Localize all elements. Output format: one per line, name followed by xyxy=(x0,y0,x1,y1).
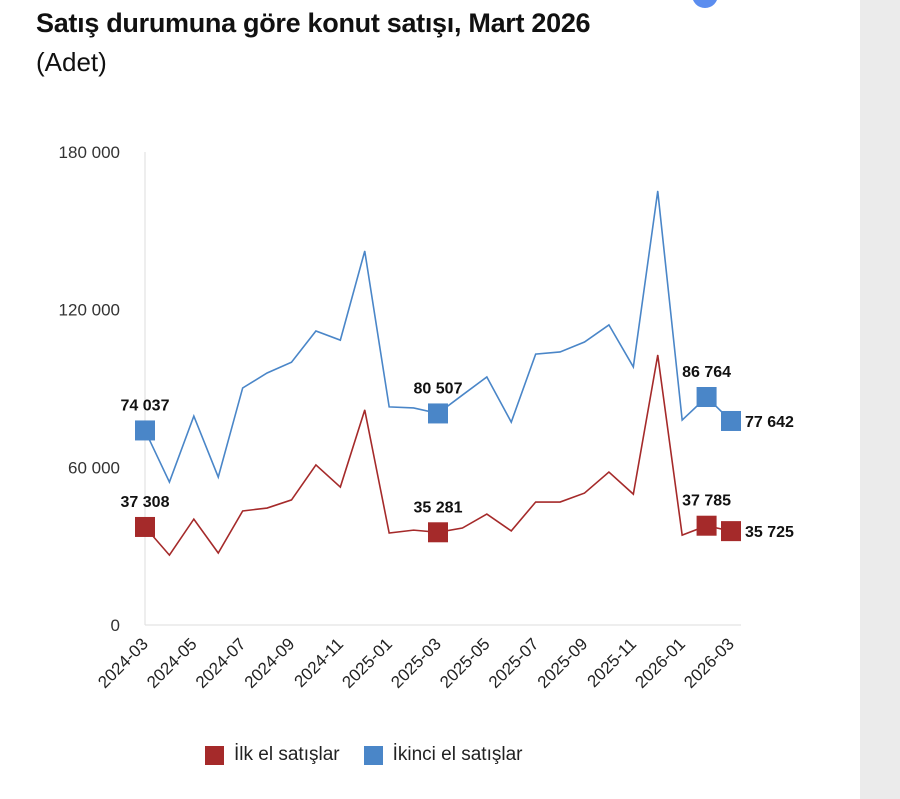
data-point xyxy=(413,529,415,531)
data-marker xyxy=(696,515,717,536)
data-point xyxy=(461,527,463,529)
data-point xyxy=(315,464,317,466)
y-tick-label: 180 000 xyxy=(59,143,120,162)
x-tick-label: 2024-03 xyxy=(94,634,152,692)
legend-item-second-hand: İkinci el satışlar xyxy=(363,744,523,766)
data-point xyxy=(388,406,390,408)
chart-subtitle: (Adet) xyxy=(36,47,107,77)
data-label: 37 785 xyxy=(682,493,731,510)
data-marker xyxy=(428,522,448,543)
data-point xyxy=(535,353,537,355)
data-point xyxy=(193,518,195,520)
legend: İlk el satışlar İkinci el satışlar xyxy=(205,744,546,766)
data-point xyxy=(217,476,219,478)
notification-dot[interactable] xyxy=(692,0,718,8)
data-point xyxy=(486,376,488,378)
x-tick-label: 2025-09 xyxy=(534,634,592,692)
data-point xyxy=(364,409,366,411)
data-point xyxy=(510,421,512,423)
data-label: 37 308 xyxy=(121,494,170,511)
data-point xyxy=(632,493,634,495)
data-label: 77 642 xyxy=(745,414,794,431)
data-point xyxy=(364,250,366,252)
data-point xyxy=(535,501,537,503)
data-point xyxy=(559,501,561,503)
data-marker xyxy=(721,521,741,542)
data-point xyxy=(461,394,463,396)
legend-label: İlk el satışlar xyxy=(234,744,340,765)
data-point xyxy=(608,324,610,326)
data-point xyxy=(339,486,341,488)
x-tick-label: 2024-11 xyxy=(290,634,347,691)
x-tick-label: 2025-01 xyxy=(338,634,396,692)
y-tick-label: 0 xyxy=(111,616,120,635)
data-point xyxy=(388,532,390,534)
data-point xyxy=(559,351,561,353)
y-tick-label: 60 000 xyxy=(68,458,120,477)
data-point xyxy=(681,419,683,421)
data-label: 80 507 xyxy=(414,380,463,397)
data-point xyxy=(510,530,512,532)
chart-title: Satış durumuna göre konut satışı, Mart 2… xyxy=(36,8,591,38)
legend-swatch xyxy=(363,745,383,765)
x-tick-label: 2026-01 xyxy=(631,634,689,692)
x-tick-label: 2024-07 xyxy=(192,634,250,692)
x-tick-label: 2025-03 xyxy=(387,634,445,692)
x-tick-label: 2025-05 xyxy=(436,634,494,692)
data-point xyxy=(657,354,659,356)
data-marker xyxy=(696,387,717,408)
data-point xyxy=(168,481,170,483)
legend-swatch xyxy=(205,745,224,765)
x-tick-label: 2025-07 xyxy=(485,634,543,692)
data-point xyxy=(632,366,634,368)
data-point xyxy=(168,554,170,556)
data-label: 35 281 xyxy=(414,499,463,516)
data-label: 86 764 xyxy=(682,364,731,381)
data-point xyxy=(339,339,341,341)
data-marker xyxy=(721,410,741,431)
data-point xyxy=(584,492,585,494)
data-marker xyxy=(135,420,155,441)
data-point xyxy=(413,407,415,409)
data-point xyxy=(291,361,292,363)
x-tick-label: 2025-11 xyxy=(583,634,640,691)
data-point xyxy=(266,507,268,509)
data-point xyxy=(242,387,244,389)
data-marker xyxy=(428,403,448,424)
data-point xyxy=(315,330,317,332)
data-point xyxy=(657,190,659,192)
data-point xyxy=(584,341,585,343)
data-point xyxy=(193,415,195,417)
data-point xyxy=(486,513,488,515)
y-tick-label: 120 000 xyxy=(59,301,120,320)
data-point xyxy=(217,552,219,554)
data-point xyxy=(291,499,292,501)
data-point xyxy=(681,534,683,536)
x-tick-label: 2026-03 xyxy=(680,634,738,692)
data-point xyxy=(266,372,268,374)
data-label: 74 037 xyxy=(121,397,170,414)
legend-label: İkinci el satışlar xyxy=(392,744,523,765)
data-label: 35 725 xyxy=(745,524,794,541)
legend-item-first-hand: İlk el satışlar xyxy=(205,744,340,766)
data-point xyxy=(242,510,244,512)
data-marker xyxy=(135,516,155,537)
x-tick-label: 2024-05 xyxy=(143,634,201,692)
data-point xyxy=(608,471,610,473)
x-tick-label: 2024-09 xyxy=(241,634,299,692)
side-panel xyxy=(860,0,900,799)
